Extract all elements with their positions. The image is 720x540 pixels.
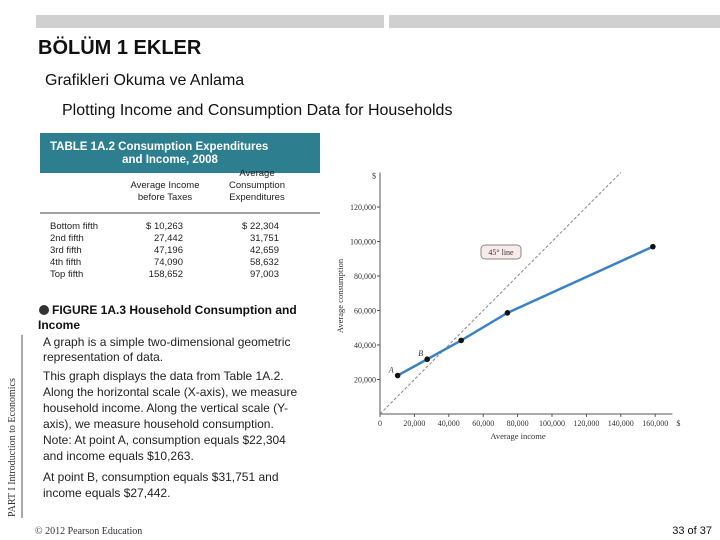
y-axis-title: Average consumption bbox=[335, 258, 345, 333]
column-header: Consumption bbox=[229, 180, 285, 191]
column-header: before Taxes bbox=[138, 192, 192, 203]
x-tick-label: 0 bbox=[378, 419, 382, 428]
copyright: © 2012 Pearson Education bbox=[35, 526, 142, 537]
figure-text: and income equals $10,263. bbox=[43, 449, 194, 463]
x-tick-label: 120,000 bbox=[573, 419, 599, 428]
cell: $ 10,263 bbox=[146, 221, 183, 232]
data-point bbox=[504, 310, 511, 316]
point-label: B bbox=[418, 349, 423, 358]
figure-text: Note: At point A, consumption equals $22… bbox=[43, 433, 286, 447]
y-tick-label: 20,000 bbox=[354, 376, 376, 385]
reference-label-box bbox=[480, 244, 522, 260]
row-label: Bottom fifth bbox=[50, 221, 98, 232]
row-label: 3rd fifth bbox=[50, 245, 82, 256]
table-caption: TABLE 1A.2 Consumption Expenditures bbox=[50, 141, 268, 153]
figure-caption: Income bbox=[38, 318, 80, 332]
column-header: Expenditures bbox=[229, 192, 285, 203]
table-caption-box bbox=[40, 133, 320, 173]
x-tick-label: 20,000 bbox=[403, 419, 425, 428]
cell: $ 22,304 bbox=[242, 221, 279, 232]
figure-icon bbox=[39, 305, 49, 315]
cell: 58,632 bbox=[250, 257, 279, 268]
point-label: A bbox=[388, 366, 394, 375]
x-tick-label: 60,000 bbox=[472, 419, 494, 428]
cell: 158,652 bbox=[149, 269, 183, 280]
x-tick-label: 140,000 bbox=[608, 419, 634, 428]
x-tick-label: 40,000 bbox=[438, 419, 460, 428]
figure-text: axis), we measure household consumption. bbox=[43, 417, 274, 431]
figure-caption: FIGURE 1A.3 Household Consumption and bbox=[52, 303, 297, 317]
x-tick-label: 80,000 bbox=[507, 419, 529, 428]
row-label: 2nd fifth bbox=[50, 233, 84, 244]
figure-text: At point B, consumption equals $31,751 a… bbox=[43, 470, 279, 484]
chart: 0 20,000 40,000 60,000 80,000 100,000 120,000 1… bbox=[335, 172, 680, 442]
cell: 47,196 bbox=[154, 245, 183, 256]
cell: 97,003 bbox=[250, 269, 279, 280]
data-line bbox=[397, 245, 654, 377]
table-caption: and Income, 2008 bbox=[122, 154, 218, 166]
y-axis-end: $ bbox=[372, 172, 376, 181]
y-tick-label: 120,000 bbox=[350, 203, 376, 212]
figure-text: household income. Along the vertical sca… bbox=[43, 401, 288, 415]
top-bar bbox=[389, 15, 720, 28]
y-tick-label: 60,000 bbox=[354, 307, 376, 316]
cell: 74,090 bbox=[154, 257, 183, 268]
y-tick-label: 100,000 bbox=[350, 238, 376, 247]
cell: 42,659 bbox=[250, 245, 279, 256]
y-tick-label: 40,000 bbox=[354, 341, 376, 350]
figure-text: This graph displays the data from Table … bbox=[43, 369, 284, 383]
figure-text: Along the horizontal scale (X-axis), we … bbox=[43, 385, 297, 399]
figure-text: A graph is a simple two-dimensional geom… bbox=[43, 335, 290, 349]
title: BÖLÜM 1 EKLER bbox=[38, 36, 202, 59]
row-label: Top fifth bbox=[50, 269, 83, 280]
x-tick-label: 160,000 bbox=[642, 419, 668, 428]
data-point bbox=[650, 243, 656, 250]
data-point bbox=[424, 356, 431, 363]
data-point bbox=[458, 337, 464, 344]
cell: 27,442 bbox=[154, 233, 183, 244]
column-header: Average Income bbox=[130, 180, 199, 191]
x-tick-label: 100,000 bbox=[539, 419, 565, 428]
reference-line bbox=[379, 172, 622, 415]
page-number: 33 of 37 bbox=[672, 525, 712, 537]
x-axis-title: Average income bbox=[490, 431, 546, 441]
top-bar bbox=[36, 15, 384, 28]
row-label: 4th fifth bbox=[50, 257, 81, 268]
heading: Plotting Income and Consumption Data for… bbox=[62, 102, 452, 119]
column-header: Average bbox=[239, 168, 274, 179]
y-tick-label: 80,000 bbox=[354, 272, 376, 281]
cell: 31,751 bbox=[250, 233, 279, 244]
reference-label: 45° line bbox=[488, 248, 514, 257]
figure-text: income equals $27,442. bbox=[43, 486, 170, 500]
subtitle: Grafikleri Okuma ve Anlama bbox=[45, 72, 244, 89]
figure-text: representation of data. bbox=[43, 350, 163, 364]
side-label: PART I Introduction to Economics bbox=[7, 378, 18, 517]
data-point bbox=[394, 372, 401, 379]
x-axis-end: $ bbox=[676, 419, 680, 428]
